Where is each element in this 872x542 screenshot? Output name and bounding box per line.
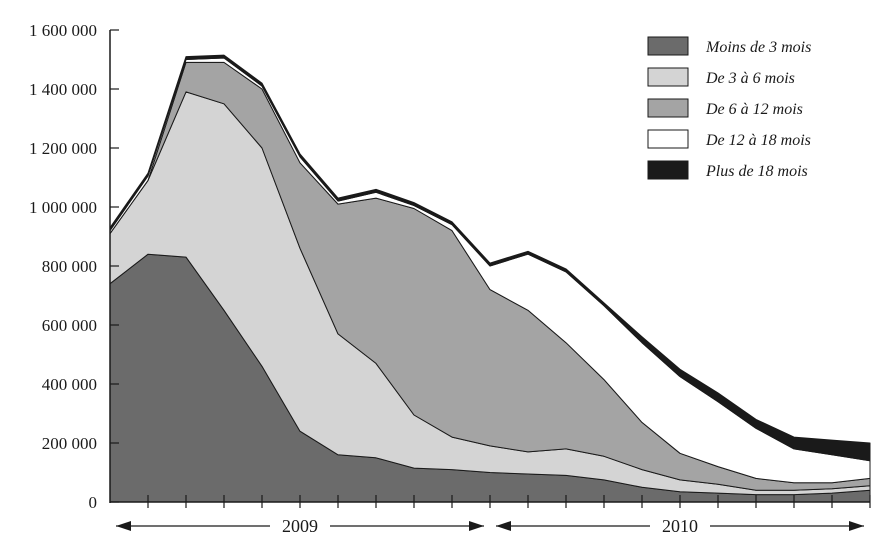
y-tick-label: 800 000 — [42, 257, 97, 276]
area-layer — [109, 54, 871, 503]
legend: Moins de 3 mois De 3 à 6 mois De 6 à 12 mo… — [647, 36, 811, 180]
arrow-right-icon — [469, 521, 484, 531]
arrow-right-icon — [849, 521, 864, 531]
legend-swatch-4 — [647, 129, 689, 149]
legend-swatch-3 — [647, 98, 689, 118]
legend-label-1: Moins de 3 mois — [705, 39, 811, 56]
legend-swatch-2 — [647, 67, 689, 87]
legend-swatch-1 — [647, 36, 689, 56]
y-tick-label: 200 000 — [42, 434, 97, 453]
y-tick-label: 400 000 — [42, 375, 97, 394]
y-tick-label: 600 000 — [42, 316, 97, 335]
legend-label-2: De 3 à 6 mois — [705, 70, 795, 87]
axes-layer: 0 200 000 400 000 600 000 800 000 1 000 000 1 … — [29, 21, 871, 512]
year-label: 2010 — [662, 516, 698, 536]
legend-swatch-5 — [647, 160, 689, 180]
y-tick-label: 1 200 000 — [29, 139, 97, 158]
y-tick-label: 0 — [89, 493, 98, 512]
legend-label-4: De 12 à 18 mois — [705, 132, 811, 149]
year-spans: 2009 2010 — [116, 516, 864, 536]
arrow-left-icon — [116, 521, 131, 531]
year-label: 2009 — [282, 516, 318, 536]
arrow-left-icon — [496, 521, 511, 531]
legend-label-5: Plus de 18 mois — [705, 163, 808, 180]
legend-label-3: De 6 à 12 mois — [705, 101, 803, 118]
y-tick-label: 1 000 000 — [29, 198, 97, 217]
area-5 — [109, 54, 871, 462]
y-tick-label: 1 400 000 — [29, 80, 97, 99]
y-tick-label: 1 600 000 — [29, 21, 97, 40]
